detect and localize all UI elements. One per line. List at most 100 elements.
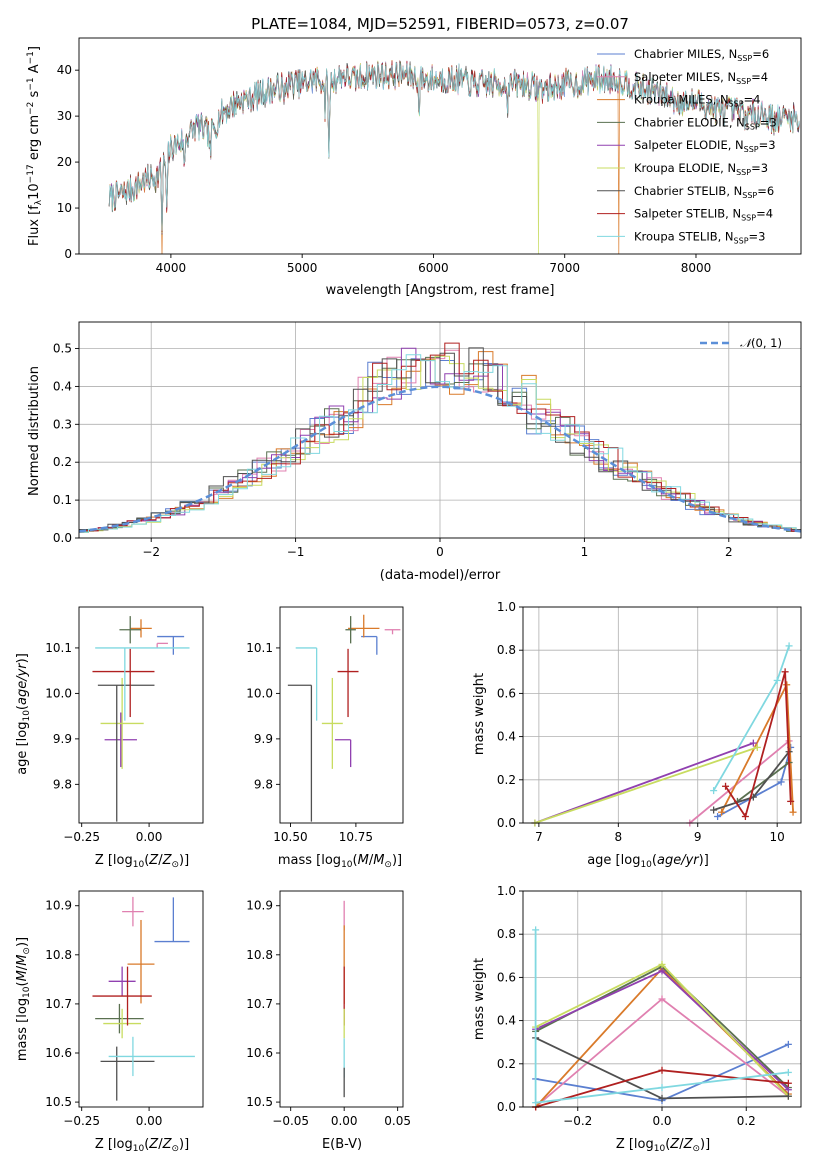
hist-axes: −2 −1 0 1 2 0.0 0.1 0.2 0.3 0.4 0.5 xyxy=(53,321,802,559)
y-tick-label: 10.9 xyxy=(246,899,273,913)
legend-value: =4 xyxy=(744,93,761,107)
y-tick-label: 1.0 xyxy=(497,884,516,898)
legend-label-6: Chabrier STELIB, NSSP=6 xyxy=(634,184,774,200)
legend-value: =6 xyxy=(757,184,774,198)
age-z-plot xyxy=(92,616,190,822)
weight-marker xyxy=(710,787,718,795)
y-tick-label: 9.8 xyxy=(53,777,72,791)
errorbar-6 xyxy=(97,684,155,822)
weight-marker xyxy=(658,1084,666,1092)
weight-line-7 xyxy=(724,671,792,819)
legend-label-0: Chabrier MILES, NSSP=6 xyxy=(634,47,769,63)
x-tick-label: 0.00 xyxy=(136,1114,163,1128)
legend-subscript: SSP xyxy=(741,214,756,223)
age-mass-axes: 10.50 10.75 9.8 9.9 10.0 10.1 xyxy=(246,606,404,844)
age-mass-plot xyxy=(287,614,401,822)
legend-value: =4 xyxy=(756,207,773,221)
x-tick-label: −0.2 xyxy=(563,1114,592,1128)
weight-z-xlabel: Z [log10(Z/Z⊙)] xyxy=(616,1137,710,1154)
spectrum-panel: 4000 5000 6000 7000 8000 0 10 20 30 40 Chabrier M… xyxy=(26,37,802,298)
axes-frame xyxy=(279,890,404,1108)
legend-subscript: SSP xyxy=(736,168,751,177)
legend-value: =6 xyxy=(752,47,769,61)
age-mass-xlabel: mass [log10(M/M⊙)] xyxy=(278,853,402,870)
errorbar-5 xyxy=(100,677,144,769)
legend-value: =3 xyxy=(759,138,776,152)
weight-marker xyxy=(749,739,757,747)
mass-ebv-xlabel: E(B-V) xyxy=(322,1137,362,1152)
axes-frame xyxy=(78,606,204,824)
errorbar-7 xyxy=(92,966,152,1026)
hist-xlabel: (data-model)/error xyxy=(380,568,501,583)
weight-marker xyxy=(532,1099,540,1107)
errorbar-5 xyxy=(321,677,343,769)
weight-age-xlabel: age [log10(age/yr)] xyxy=(587,853,709,870)
spectrum-axes: 4000 5000 6000 7000 8000 0 10 20 30 40 xyxy=(57,37,802,275)
x-tick-label: 0.2 xyxy=(737,1114,756,1128)
hist-panel: 𝒩(0, 1) (data-model)/error Normed distri… xyxy=(27,321,802,583)
weight-marker xyxy=(714,813,722,821)
hist-step-8 xyxy=(79,354,801,533)
mass-z-plot xyxy=(92,896,195,1101)
errorbar-1 xyxy=(384,629,401,635)
y-tick-label: 40 xyxy=(57,63,72,77)
legend-value: =3 xyxy=(749,229,766,243)
mass-ebv-panel: −0.05 0.00 0.05 10.5 10.6 10.7 10.8 10.9 E(B-V) xyxy=(246,890,411,1152)
legend-subscript: SSP xyxy=(737,54,752,63)
y-tick-label: 10.7 xyxy=(45,997,72,1011)
axes-frame xyxy=(78,37,802,255)
weight-marker xyxy=(777,778,785,786)
y-tick-label: 10.8 xyxy=(45,948,72,962)
legend-label-7: Salpeter STELIB, NSSP=4 xyxy=(634,207,773,223)
x-tick-label: 2 xyxy=(725,545,733,559)
errorbar-1 xyxy=(122,896,144,927)
legend-value: =4 xyxy=(751,70,768,84)
y-tick-label: 0.3 xyxy=(53,417,72,431)
legend-label-5: Kroupa ELODIE, NSSP=3 xyxy=(634,161,768,177)
errorbar-4 xyxy=(108,966,136,997)
x-tick-label: 6000 xyxy=(418,261,449,275)
weight-marker xyxy=(784,1092,792,1100)
weight-marker xyxy=(783,681,791,689)
weight-marker xyxy=(658,967,666,975)
y-tick-label: 0.8 xyxy=(497,643,516,657)
x-tick-label: 8 xyxy=(614,830,622,844)
legend-value: =3 xyxy=(751,161,768,175)
errorbar-6 xyxy=(287,684,313,822)
axes-frame xyxy=(522,606,802,824)
errorbar-8 xyxy=(295,647,318,721)
x-tick-label: 1 xyxy=(581,545,589,559)
weight-marker xyxy=(532,926,540,934)
y-tick-label: 10.7 xyxy=(246,997,273,1011)
weight-marker xyxy=(773,676,781,684)
x-tick-label: 9 xyxy=(694,830,702,844)
legend-value: =3 xyxy=(760,115,777,129)
weight-age-panel: age [log10(age/yr)] mass weight 7 8 9 10 0.0… xyxy=(472,600,802,870)
y-tick-label: 0.4 xyxy=(53,379,72,393)
weight-marker xyxy=(753,743,761,751)
errorbar-6 xyxy=(100,1046,155,1101)
age-z-axes: −0.25 0.00 9.8 9.9 10.0 10.1 xyxy=(45,606,204,844)
errorbar-2 xyxy=(348,614,380,638)
x-tick-label: 7 xyxy=(535,830,543,844)
x-tick-label: 0.00 xyxy=(136,830,163,844)
age-mass-panel: 10.50 10.75 9.8 9.9 10.0 10.1 mass [log10(M/M… xyxy=(246,606,404,870)
legend-subscript: SSP xyxy=(734,236,749,245)
spectrum-plot xyxy=(108,59,800,254)
weight-marker xyxy=(741,813,749,821)
x-tick-label: 8000 xyxy=(681,261,712,275)
y-tick-label: 0.6 xyxy=(497,970,516,984)
legend-label-4: Salpeter ELODIE, NSSP=3 xyxy=(634,138,776,154)
weight-marker xyxy=(789,808,797,816)
mass-z-axes: −0.25 0.00 10.5 10.6 10.7 10.8 10.9 xyxy=(45,890,204,1128)
legend-label-1: Salpeter MILES, NSSP=4 xyxy=(634,70,768,86)
y-tick-label: 0.0 xyxy=(53,531,72,545)
errorbar-8 xyxy=(95,647,190,721)
weight-marker xyxy=(784,1086,792,1094)
weight-age-axes: 7 8 9 10 0.0 0.2 0.4 0.6 0.8 1.0 xyxy=(497,600,802,844)
x-tick-label: −0.25 xyxy=(63,830,100,844)
mass-z-xlabel: Z [log10(Z/Z⊙)] xyxy=(95,1137,189,1154)
x-tick-label: −0.05 xyxy=(272,1114,309,1128)
y-tick-label: 30 xyxy=(57,109,72,123)
legend-subscript: SSP xyxy=(745,122,760,131)
